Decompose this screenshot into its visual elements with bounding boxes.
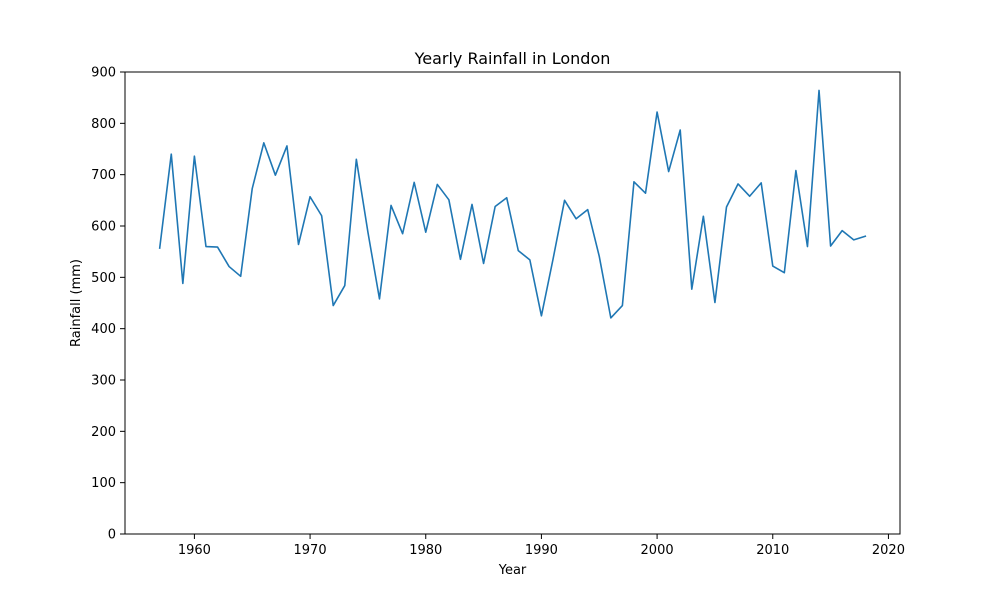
y-tick-label: 700 <box>91 168 116 183</box>
x-tick-label: 2000 <box>641 543 674 558</box>
y-tick-label: 900 <box>91 66 116 81</box>
chart-title: Yearly Rainfall in London <box>414 49 611 68</box>
plot-area: 1960 1970 1980 1990 2000 2010 2020 0 100 200 300 40… <box>91 66 905 559</box>
y-tick-label: 400 <box>91 322 116 337</box>
y-tick-label: 100 <box>91 476 116 491</box>
x-axis-label: Year <box>498 563 527 578</box>
x-tick-label: 2010 <box>756 543 789 558</box>
x-tick-label: 2020 <box>872 543 905 558</box>
y-axis-label: Rainfall (mm) <box>69 259 84 347</box>
y-tick-label: 200 <box>91 425 116 440</box>
axes-frame <box>124 71 901 535</box>
y-tick-label: 800 <box>91 117 116 132</box>
x-tick-label: 1960 <box>178 543 211 558</box>
y-tick-label: 300 <box>91 374 116 389</box>
series-line <box>158 89 867 319</box>
y-tick-label: 500 <box>91 271 116 286</box>
y-tick-label: 0 <box>108 528 116 543</box>
x-tick-label: 1970 <box>294 543 327 558</box>
x-tick-label: 1980 <box>409 543 442 558</box>
x-tick-label: 1990 <box>525 543 558 558</box>
y-tick-label: 600 <box>91 220 116 235</box>
